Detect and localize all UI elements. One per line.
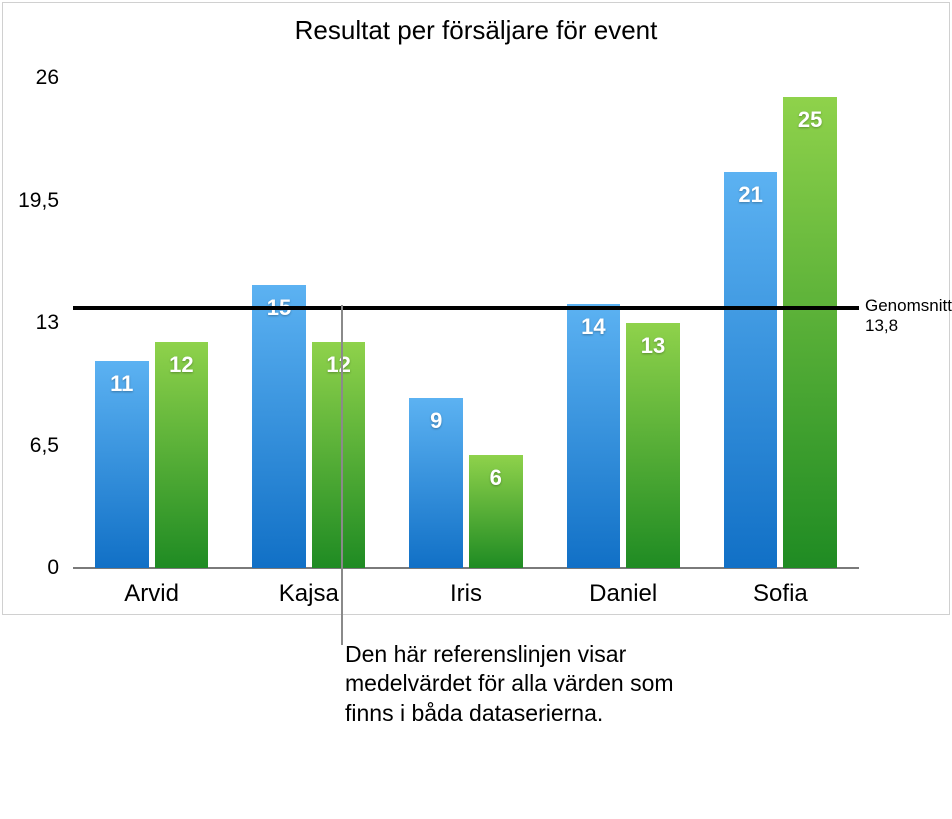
callout-text: Den här referenslinjen visar medelvärdet…: [345, 640, 705, 728]
x-axis-category-label: Sofia: [753, 580, 808, 608]
bar-series2: 12: [155, 342, 209, 568]
y-axis-tick-label: 6,5: [0, 434, 59, 458]
y-axis-tick-label: 13: [0, 311, 59, 335]
bar-value-label: 14: [581, 314, 605, 340]
chart-title: Resultat per försäljare för event: [3, 15, 949, 46]
bar-value-label: 12: [326, 352, 350, 378]
bar-series1: 11: [95, 361, 149, 568]
bar-series1: 21: [724, 172, 778, 568]
y-axis-tick-label: 26: [0, 66, 59, 90]
bar-series2: 25: [783, 97, 837, 568]
bar-series1: 9: [409, 398, 463, 568]
bar-value-label: 11: [110, 371, 133, 397]
x-axis-category-label: Daniel: [589, 580, 657, 608]
reference-line-label: Genomsnitt13,8: [865, 296, 952, 335]
bar-value-label: 9: [430, 408, 442, 434]
reference-line-label-text: Genomsnitt: [865, 296, 952, 316]
bar-series2: 6: [469, 455, 523, 568]
reference-line-label-value: 13,8: [865, 316, 952, 336]
bar-series1: 14: [567, 304, 621, 568]
bar-series1: 15: [252, 285, 306, 568]
callout-leader-line: [341, 305, 343, 645]
x-axis-category-label: Iris: [450, 580, 482, 608]
x-axis-category-label: Arvid: [124, 580, 179, 608]
bar-series2: 12: [312, 342, 366, 568]
plot-area: 11 12 15 12 9 6 14 13 21 25: [73, 78, 859, 568]
y-axis-tick-label: 0: [0, 556, 59, 580]
chart-frame: Resultat per försäljare för event1112151…: [2, 2, 950, 615]
reference-line: [73, 306, 859, 310]
y-axis-tick-label: 19,5: [0, 189, 59, 213]
bar-value-label: 21: [738, 182, 762, 208]
bar-series2: 13: [626, 323, 680, 568]
x-axis-category-label: Kajsa: [279, 580, 339, 608]
bar-value-label: 12: [169, 352, 193, 378]
bar-value-label: 6: [490, 465, 502, 491]
bar-value-label: 25: [798, 107, 822, 133]
bar-value-label: 13: [641, 333, 665, 359]
